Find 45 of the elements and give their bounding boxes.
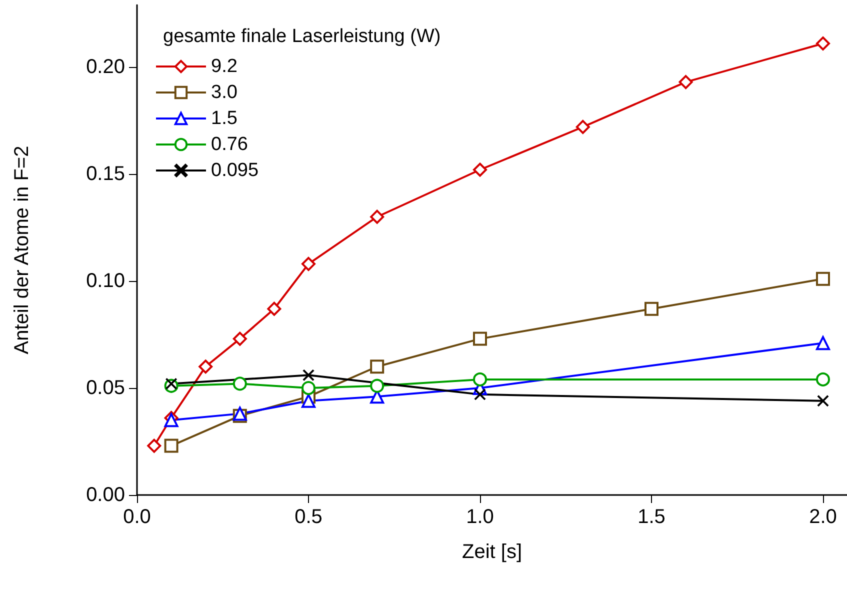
legend-label: 1.5	[211, 108, 238, 129]
y-tick-label: 0.20	[86, 56, 125, 78]
point	[472, 162, 487, 177]
y-tick-label: 0.00	[86, 484, 125, 506]
legend-label: 9.2	[211, 56, 238, 77]
point	[816, 36, 830, 51]
y-tick-label: 0.10	[86, 270, 125, 292]
x-tick-label: 1.5	[638, 506, 666, 528]
point	[232, 376, 247, 391]
legend-title: gesamte finale Laserleistung (W)	[163, 26, 441, 47]
point	[817, 395, 829, 407]
legend-label: 3.0	[211, 82, 238, 103]
x-tick-label: 0.5	[294, 506, 322, 528]
point	[576, 120, 590, 134]
point	[302, 381, 316, 396]
point	[678, 75, 693, 90]
point	[474, 388, 486, 400]
point	[164, 413, 178, 428]
point	[302, 256, 316, 271]
point	[816, 336, 830, 350]
legend-label: 0.095	[211, 160, 259, 181]
point	[473, 372, 487, 386]
point	[370, 360, 384, 374]
point	[644, 302, 658, 316]
point	[816, 372, 830, 386]
point	[232, 332, 247, 346]
point	[198, 360, 213, 374]
y-tick-label: 0.15	[86, 163, 125, 186]
point	[166, 378, 178, 390]
y-tick-label: 0.05	[86, 377, 125, 400]
point	[302, 369, 314, 381]
point	[816, 272, 830, 286]
x-axis-title: Zeit [s]	[462, 541, 522, 563]
point	[370, 378, 384, 393]
x-tick-label: 0.0	[123, 506, 151, 528]
point	[370, 210, 384, 224]
point	[302, 394, 316, 408]
x-tick-label: 1.0	[466, 506, 494, 528]
y-axis-title: Anteil der Atome in F=2	[11, 146, 33, 354]
point	[147, 438, 162, 453]
point	[267, 302, 282, 316]
point	[472, 332, 487, 346]
point	[164, 438, 178, 453]
x-tick-label: 2.0	[809, 506, 837, 528]
legend-label: 0.76	[211, 134, 248, 155]
